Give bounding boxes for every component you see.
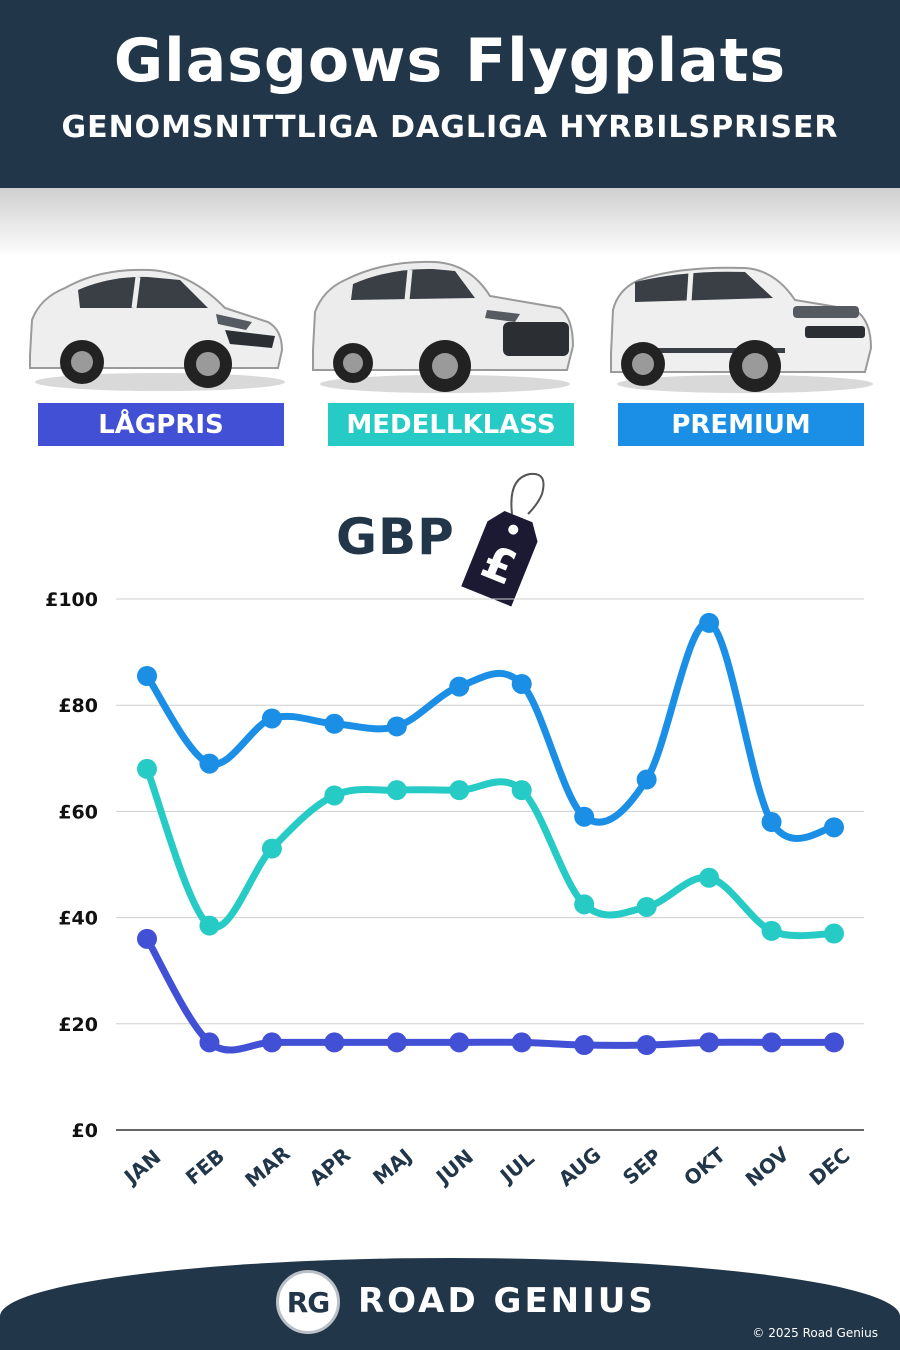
data-point: [386, 716, 407, 737]
data-point: [324, 713, 345, 734]
data-point: [137, 758, 157, 779]
data-point: [199, 1032, 220, 1053]
road-genius-logo: RG: [276, 1270, 340, 1334]
y-tick-label: £40: [58, 908, 98, 930]
class-label-premium: PREMIUM: [618, 403, 864, 446]
data-point: [824, 923, 844, 944]
data-point: [261, 1032, 282, 1053]
x-tick-label: APR: [305, 1143, 355, 1191]
data-point: [449, 676, 470, 697]
x-tick-label: JUN: [430, 1144, 478, 1190]
data-point: [386, 1032, 407, 1053]
header-shadow: [0, 188, 900, 258]
data-point: [574, 894, 595, 915]
data-point: [699, 867, 720, 888]
x-tick-label: FEB: [181, 1144, 229, 1190]
series-line: [143, 765, 838, 940]
price-line-chart: £0 £20 £40 £60 £80 £100 JAN FEB MAR APR MAJ JUN JUL A…: [45, 589, 864, 1192]
data-point: [449, 1032, 470, 1053]
data-point: [761, 1032, 782, 1053]
y-tick-label: £0: [72, 1120, 98, 1142]
data-point: [574, 1035, 595, 1056]
x-tick-label: DEC: [805, 1143, 855, 1190]
data-point: [386, 780, 407, 801]
series-line: [143, 935, 838, 1054]
midsize-car-icon: [312, 260, 575, 393]
class-label-economy: LÅGPRIS: [38, 403, 284, 446]
x-tick-label: JAN: [118, 1145, 165, 1190]
premium-car-icon: [610, 266, 873, 393]
x-tick-label: MAR: [240, 1141, 294, 1192]
x-tick-label: MAJ: [368, 1144, 416, 1190]
x-tick-label: AUG: [554, 1142, 606, 1191]
data-point: [761, 920, 782, 941]
data-point: [824, 1032, 844, 1053]
data-point: [199, 915, 220, 936]
copyright-text: © 2025 Road Genius: [752, 1326, 878, 1340]
series-line: [143, 619, 838, 842]
data-point: [699, 612, 720, 633]
data-point: [137, 665, 157, 686]
data-point: [761, 812, 782, 833]
page-title: Glasgows Flygplats: [113, 26, 787, 96]
footer-banner: [0, 1258, 900, 1350]
data-point: [137, 928, 157, 949]
data-point: [824, 817, 844, 838]
data-point: [261, 708, 282, 729]
data-point: [574, 806, 595, 827]
price-tag-icon: £: [461, 472, 545, 607]
class-label-midsize: MEDELLKLASS: [328, 403, 574, 446]
data-point: [199, 753, 220, 774]
economy-car-icon: [29, 268, 285, 391]
x-tick-label: OKT: [679, 1142, 730, 1190]
data-point: [449, 780, 470, 801]
y-tick-label: £100: [45, 589, 98, 611]
data-point: [636, 1035, 657, 1056]
currency-label: GBP: [336, 508, 455, 566]
page-subtitle: GENOMSNITTLIGA DAGLIGA HYRBILSPRISER: [61, 110, 839, 145]
y-tick-label: £20: [58, 1014, 98, 1036]
data-point: [636, 769, 657, 790]
data-point: [511, 780, 532, 801]
header-banner: Glasgows Flygplats GENOMSNITTLIGA DAGLIG…: [0, 0, 900, 188]
data-point: [324, 1032, 345, 1053]
y-tick-label: £80: [58, 695, 98, 717]
brand-name: ROAD GENIUS: [358, 1281, 656, 1321]
data-point: [511, 673, 532, 694]
y-tick-label: £60: [58, 801, 98, 823]
data-point: [511, 1032, 532, 1053]
data-point: [324, 785, 345, 806]
x-tick-label: JUL: [494, 1146, 539, 1189]
data-point: [636, 896, 657, 917]
data-point: [699, 1032, 720, 1053]
x-tick-label: NOV: [741, 1141, 794, 1191]
data-point: [261, 838, 282, 859]
x-tick-label: SEP: [618, 1144, 666, 1190]
